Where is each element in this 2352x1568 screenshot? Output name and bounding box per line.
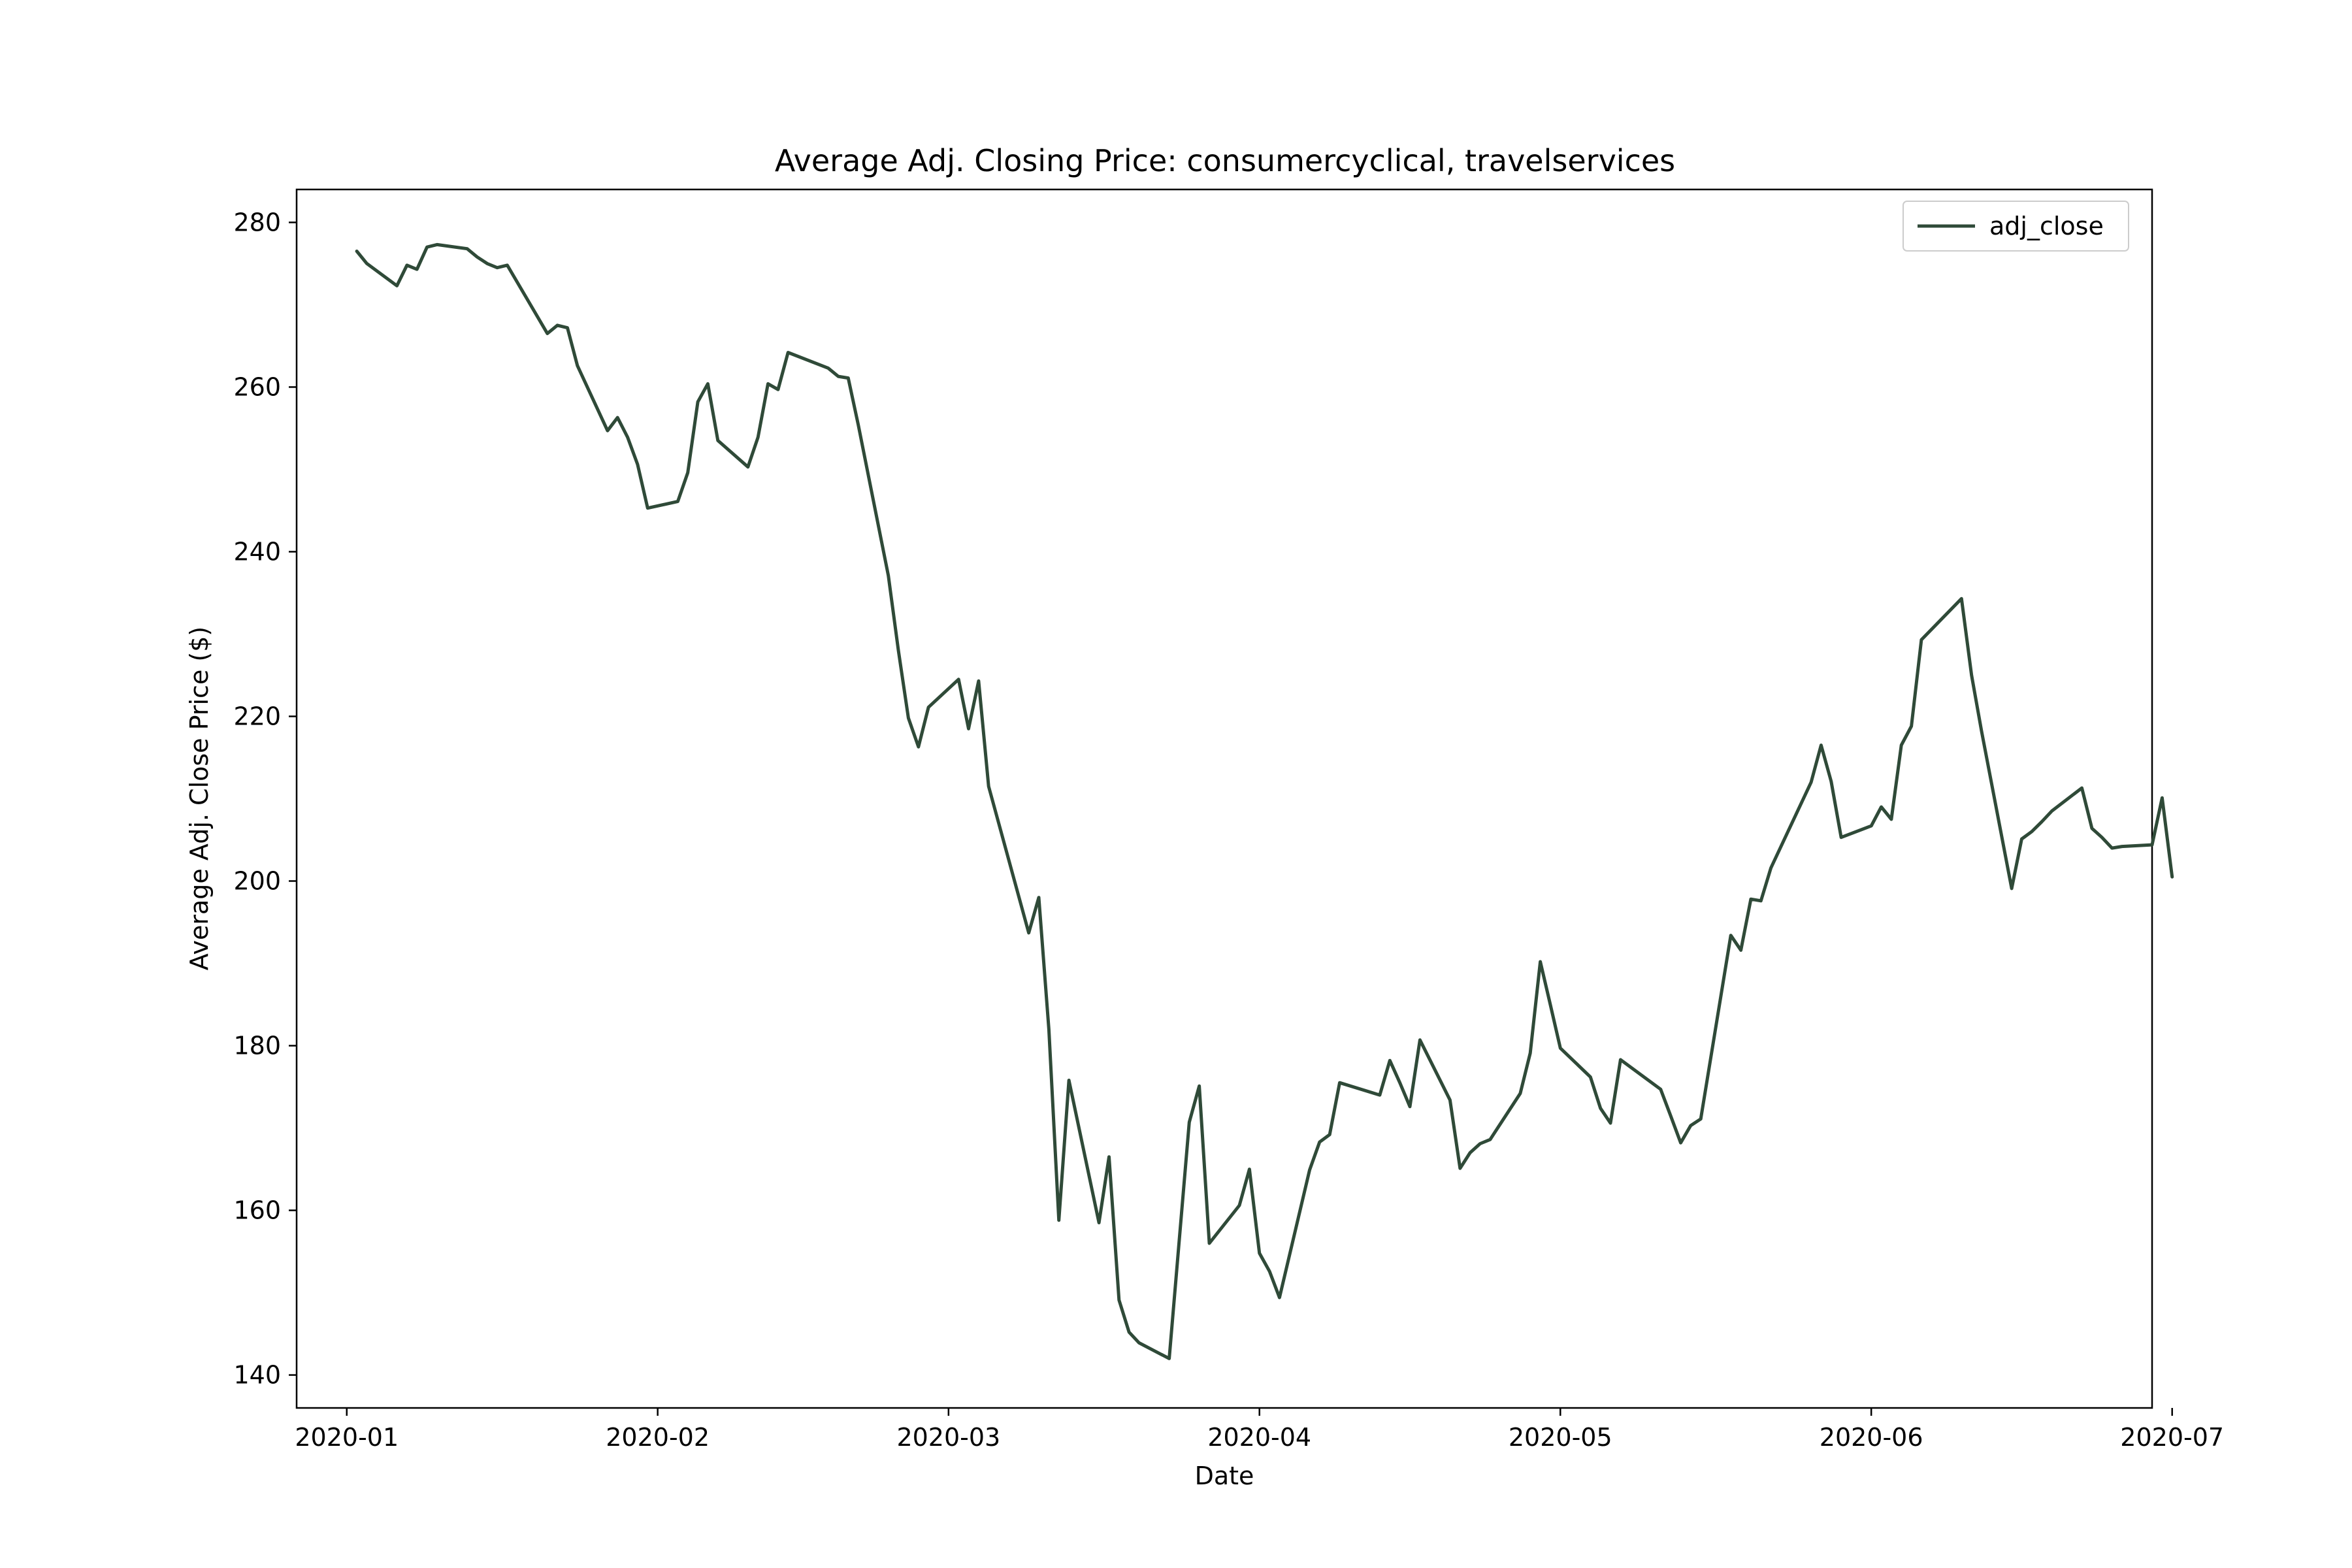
y-tick-label: 240: [233, 537, 281, 566]
plot-area: [295, 188, 2153, 1409]
x-tick-label: 2020-03: [896, 1423, 1000, 1452]
y-axis-title: Average Adj. Close Price ($): [185, 627, 214, 971]
x-tick-label: 2020-06: [1820, 1423, 1923, 1452]
x-tick-label: 2020-07: [2120, 1423, 2224, 1452]
y-tick-label: 260: [233, 372, 281, 401]
y-tick-label: 160: [233, 1196, 281, 1225]
chart-title: Average Adj. Closing Price: consumercycl…: [775, 143, 1675, 178]
x-tick-label: 2020-04: [1207, 1423, 1311, 1452]
x-axis-title: Date: [1195, 1462, 1254, 1490]
y-axis: 140 160 180 200 220 240 260 280: [233, 208, 297, 1390]
y-tick-label: 180: [233, 1032, 281, 1060]
legend-label-adj-close: adj_close: [1989, 212, 2104, 240]
x-tick-label: 2020-01: [295, 1423, 399, 1452]
x-tick-label: 2020-02: [606, 1423, 710, 1452]
x-tick-label: 2020-05: [1509, 1423, 1612, 1452]
plot-frame: [295, 188, 2153, 1409]
legend-box: [1903, 201, 2129, 252]
x-axis: 2020-01 2020-02 2020-03 2020-04 2020-05 2020-…: [295, 1408, 2224, 1452]
legend: adj_close: [1903, 201, 2129, 252]
y-tick-label: 200: [233, 867, 281, 896]
series-layer: [355, 242, 2174, 1360]
y-tick-label: 140: [233, 1361, 281, 1390]
y-tick-label: 280: [233, 208, 281, 237]
y-tick-label: 220: [233, 702, 281, 730]
series-line-adj-close: [355, 242, 2174, 1360]
